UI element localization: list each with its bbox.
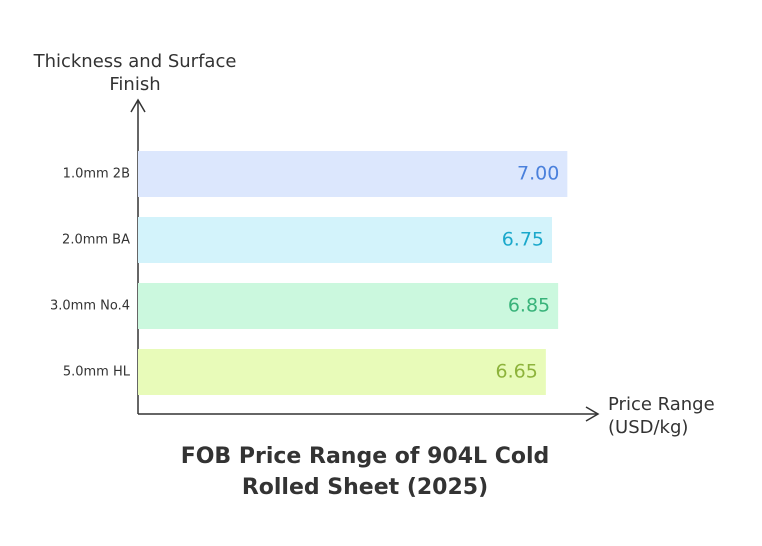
y-axis-arrow bbox=[130, 98, 146, 113]
y-tick-label: 3.0mm No.4 bbox=[50, 299, 130, 314]
value-label: 7.00 bbox=[517, 163, 559, 185]
bar bbox=[138, 283, 559, 329]
x-axis-title: Price Range (USD/kg) bbox=[608, 394, 715, 438]
y-tick-label: 2.0mm BA bbox=[62, 233, 130, 248]
x-axis-arrow bbox=[585, 406, 600, 422]
bar bbox=[138, 151, 568, 197]
bar bbox=[138, 217, 552, 263]
y-tick-label: 5.0mm HL bbox=[63, 365, 131, 380]
value-label: 6.85 bbox=[508, 295, 550, 317]
y-tick-label: 1.0mm 2B bbox=[63, 167, 130, 182]
y-axis-title: Thickness and Surface Finish bbox=[33, 51, 237, 95]
value-label: 6.75 bbox=[502, 229, 544, 251]
chart-title: FOB Price Range of 904L Cold Rolled Shee… bbox=[180, 444, 550, 500]
value-label: 6.65 bbox=[496, 361, 538, 383]
bar bbox=[138, 349, 546, 395]
